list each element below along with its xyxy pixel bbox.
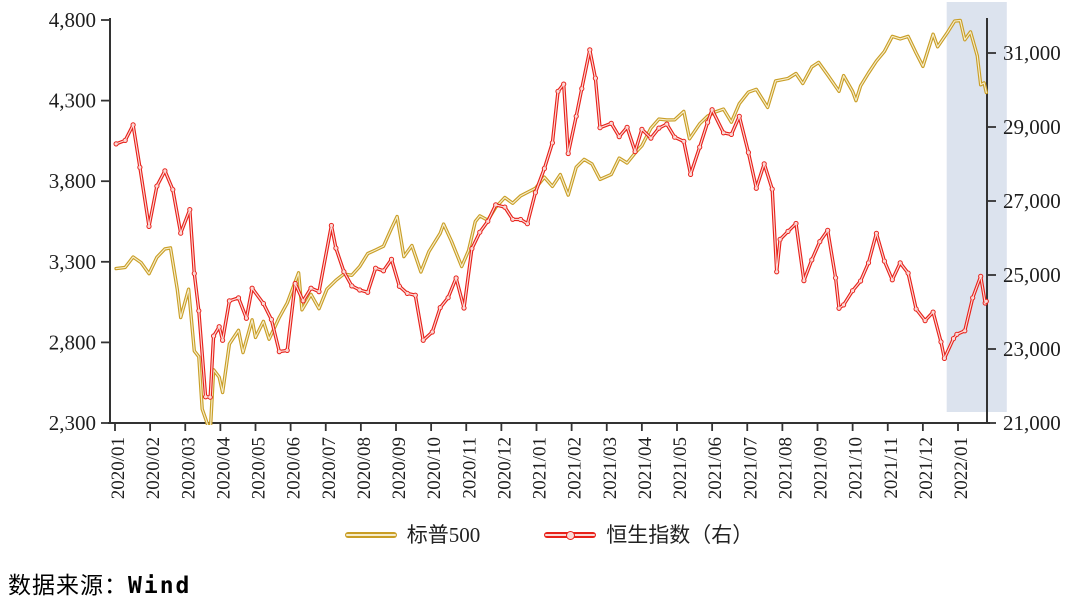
sp500-series xyxy=(114,18,988,425)
x-tick-label: 2020/04 xyxy=(213,437,234,500)
x-tick-label: 2020/07 xyxy=(319,437,340,499)
x-tick-label: 2021/03 xyxy=(600,437,621,499)
x-tick-label: 2020/10 xyxy=(424,437,445,499)
x-tick-label: 2021/02 xyxy=(565,437,586,499)
x-tick-label: 2022/01 xyxy=(951,437,972,499)
legend-item-hsi: 恒生指数（右） xyxy=(544,524,753,546)
y-left-tick-label: 2,300 xyxy=(49,411,96,435)
sp500-line xyxy=(114,18,988,425)
y-right-tick-label: 23,000 xyxy=(1003,337,1061,361)
sp500-legend-line xyxy=(344,532,397,538)
y-right-tick-label: 21,000 xyxy=(1003,411,1061,435)
y-left-tick-label: 4,800 xyxy=(49,8,96,32)
y-left-tick-label: 3,800 xyxy=(49,169,96,193)
legend: 标普500 恒生指数（右） xyxy=(110,524,988,546)
x-tick-label: 2020/02 xyxy=(143,437,164,499)
data-source-value: Wind xyxy=(128,573,192,599)
x-tick-label: 2021/08 xyxy=(775,437,796,499)
data-source: 数据来源：Wind xyxy=(8,566,191,600)
y-left-tick-label: 2,800 xyxy=(49,330,96,354)
sp500-legend-line-core xyxy=(345,534,396,536)
x-tick-label: 2020/08 xyxy=(354,437,375,499)
x-tick-label: 2021/11 xyxy=(881,437,902,499)
axes xyxy=(108,18,990,424)
tick-marks xyxy=(101,19,996,431)
x-tick-label: 2020/01 xyxy=(108,437,129,499)
x-tick-label: 2021/12 xyxy=(916,437,937,499)
hsi-series xyxy=(113,47,989,400)
x-tick-label: 2021/09 xyxy=(811,437,832,499)
x-tick-label: 2020/03 xyxy=(178,437,199,499)
sp500-line-core xyxy=(115,19,987,425)
y-left-tick-label: 4,300 xyxy=(49,89,96,113)
x-tick-label: 2021/07 xyxy=(740,437,761,499)
x-tick-label: 2021/06 xyxy=(705,437,726,499)
hsi-line-core xyxy=(115,49,987,398)
y-left-tick-label: 3,300 xyxy=(49,250,96,274)
x-tick-label: 2020/11 xyxy=(459,437,480,499)
data-source-label: 数据来源： xyxy=(8,573,128,598)
y-right-tick-label: 25,000 xyxy=(1003,263,1061,287)
x-tick-label: 2021/05 xyxy=(670,437,691,499)
x-tick-label: 2020/06 xyxy=(284,437,305,499)
x-tick-label: 2020/12 xyxy=(494,437,515,499)
hsi-legend-label: 恒生指数（右） xyxy=(606,523,754,547)
x-tick-label: 2021/04 xyxy=(635,437,656,500)
dual-axis-line-chart: 2,300 2,800 3,300 3,800 4,300 4,800 21,000 23,0… xyxy=(49,2,1061,499)
x-tick-label: 2020/09 xyxy=(389,437,410,499)
x-tick-label: 2021/10 xyxy=(846,437,867,499)
x-tick-label: 2020/05 xyxy=(249,437,270,499)
hsi-legend-line xyxy=(544,530,597,540)
sp500-legend-label: 标普500 xyxy=(406,523,481,547)
y-right-tick-label: 29,000 xyxy=(1003,115,1061,139)
tick-labels: 2,300 2,800 3,300 3,800 4,300 4,800 21,000 23,0… xyxy=(49,8,1061,499)
y-right-tick-label: 27,000 xyxy=(1003,189,1061,213)
hsi-legend-marker-icon xyxy=(565,530,575,540)
x-tick-label: 2021/01 xyxy=(530,437,551,499)
legend-item-sp500: 标普500 xyxy=(344,523,481,547)
highlight-band xyxy=(946,2,1007,412)
y-right-tick-label: 31,000 xyxy=(1003,41,1061,65)
